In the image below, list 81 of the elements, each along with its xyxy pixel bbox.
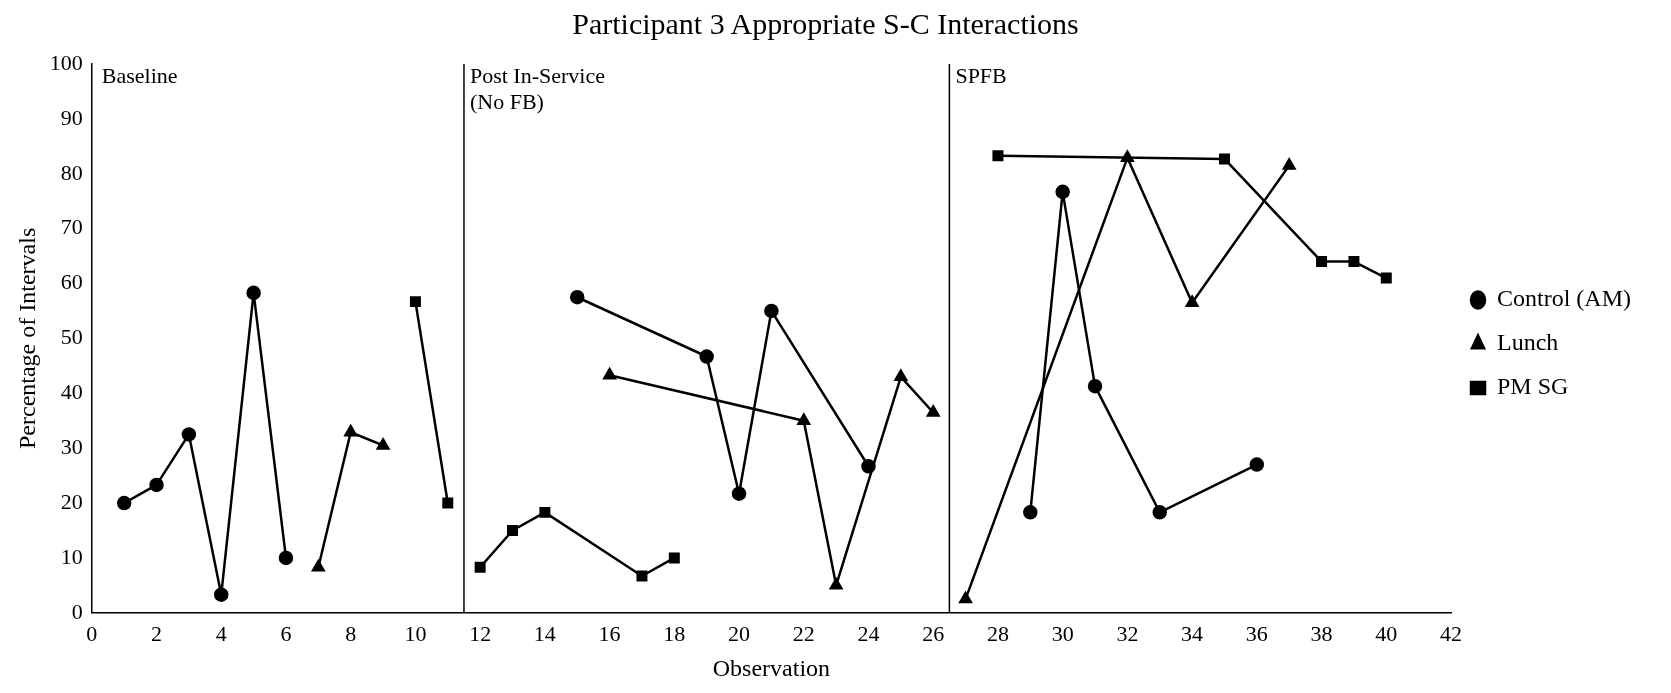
y-tick-label: 0 [71, 598, 83, 624]
y-tick-label: 70 [60, 214, 83, 240]
x-tick-label: 18 [663, 620, 686, 646]
y-tick-label: 50 [60, 324, 83, 350]
point [442, 497, 454, 509]
y-axis-title: Percentage of Intervals [13, 227, 40, 450]
x-tick-label: 34 [1181, 620, 1204, 646]
point [1120, 150, 1134, 163]
point [699, 349, 714, 364]
y-tick-label: 40 [60, 379, 83, 405]
x-axis-title: Observation [712, 654, 831, 681]
y-tick-label: 60 [60, 269, 83, 295]
point [311, 560, 325, 572]
x-tick-label: 30 [1051, 620, 1074, 646]
y-tick-label: 100 [49, 49, 83, 75]
x-tick-label: 10 [404, 620, 427, 646]
point [214, 587, 229, 602]
point [861, 459, 876, 474]
point [376, 438, 390, 450]
point [1282, 158, 1296, 170]
point [507, 524, 518, 536]
point [181, 427, 197, 442]
x-tick-label: 2 [151, 620, 163, 646]
point [1249, 457, 1265, 472]
point [603, 367, 617, 380]
x-tick-label: 38 [1310, 620, 1333, 646]
point [149, 477, 164, 493]
point [1218, 153, 1230, 165]
point [1380, 272, 1392, 284]
point [1023, 505, 1038, 520]
annotation: Baseline [101, 62, 178, 88]
x-tick-label: 14 [533, 620, 556, 646]
ref-line-label: SPFB [955, 62, 1007, 88]
x-tick-label: 6 [280, 620, 292, 646]
point [797, 413, 811, 425]
point [926, 405, 940, 417]
chart-title: Participant 3 Appropriate S-C Interactions [572, 6, 1079, 40]
y-tick-label: 30 [60, 433, 83, 459]
point [278, 550, 294, 566]
point [1087, 378, 1103, 394]
point [569, 289, 585, 305]
point [344, 425, 358, 437]
point [116, 495, 132, 511]
x-tick-label: 4 [215, 620, 227, 646]
x-tick-label: 32 [1116, 620, 1139, 646]
point [992, 150, 1004, 162]
point [1185, 295, 1199, 307]
x-tick-label: 16 [598, 620, 621, 646]
x-tick-label: 42 [1440, 620, 1463, 646]
x-tick-label: 12 [469, 620, 492, 646]
point [894, 369, 908, 382]
point [959, 591, 973, 604]
x-tick-label: 40 [1375, 620, 1398, 646]
point [1055, 184, 1070, 200]
point [636, 570, 648, 582]
x-tick-label: 8 [345, 620, 357, 646]
legend-label: PM SG [1497, 373, 1569, 400]
x-tick-label: 28 [986, 620, 1009, 646]
legend-label: Control (AM) [1497, 285, 1632, 312]
point [1316, 256, 1328, 268]
point [764, 303, 779, 319]
y-tick-label: 80 [60, 159, 83, 185]
point [829, 578, 843, 590]
point [731, 486, 747, 501]
point [1348, 256, 1360, 268]
legend-label: Lunch [1497, 329, 1559, 356]
point [1152, 505, 1167, 520]
x-tick-label: 24 [857, 620, 880, 646]
y-tick-label: 20 [60, 488, 83, 514]
y-tick-label: 90 [60, 104, 83, 130]
ref-line-label: Post In-Service (No FB) [469, 62, 605, 114]
x-tick-label: 20 [728, 620, 751, 646]
point [474, 561, 486, 573]
x-tick-label: 36 [1245, 620, 1268, 646]
y-tick-label: 10 [60, 543, 83, 569]
x-tick-label: 26 [922, 620, 945, 646]
point [246, 285, 261, 301]
x-tick-label: 22 [792, 620, 815, 646]
point [409, 296, 421, 308]
point [668, 552, 680, 564]
point [539, 506, 551, 518]
